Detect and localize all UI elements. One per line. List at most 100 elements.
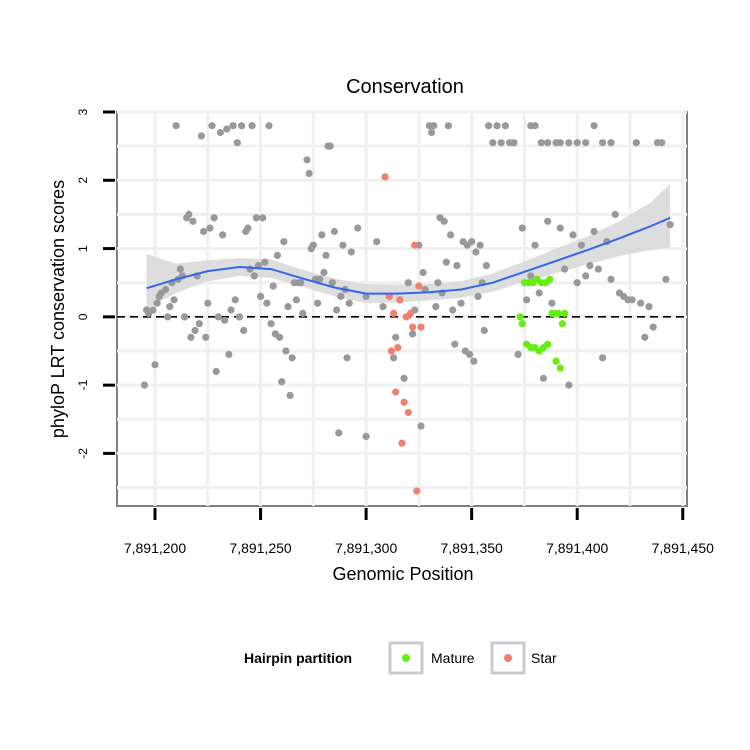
point-other — [292, 296, 300, 304]
point-other — [501, 122, 509, 130]
point-other — [330, 227, 338, 236]
point-other — [535, 289, 543, 297]
legend-label-mature: Mature — [431, 650, 475, 666]
point-other — [320, 268, 328, 277]
point-other — [662, 275, 670, 283]
point-other — [641, 333, 649, 341]
point-other — [379, 303, 387, 311]
point-other — [453, 262, 461, 270]
point-other — [417, 422, 425, 430]
point-other — [299, 309, 307, 317]
point-other — [328, 279, 336, 287]
point-other — [347, 248, 355, 256]
legend-key-star — [490, 641, 526, 675]
smooth-trend-line — [146, 216, 671, 295]
point-other — [286, 391, 294, 399]
point-other — [599, 354, 607, 362]
point-other — [326, 142, 334, 150]
point-other — [337, 292, 345, 300]
point-other — [573, 279, 581, 287]
point-other — [240, 326, 248, 335]
point-other — [523, 296, 531, 304]
point-other — [447, 231, 455, 239]
point-mature — [544, 340, 552, 348]
point-star — [409, 323, 417, 331]
point-other — [273, 251, 281, 259]
point-other — [176, 265, 184, 273]
point-other — [373, 238, 381, 246]
point-other — [282, 347, 290, 355]
point-other — [235, 313, 243, 321]
point-other — [548, 299, 556, 307]
point-other — [434, 279, 442, 287]
point-other — [390, 354, 398, 362]
point-other — [457, 299, 465, 307]
point-other — [195, 320, 203, 328]
point-other — [210, 214, 218, 222]
point-other — [485, 122, 493, 130]
point-other — [284, 303, 292, 311]
point-other — [539, 374, 548, 382]
point-other — [569, 231, 577, 239]
y-tick-label: -1 — [76, 379, 90, 390]
point-other — [531, 241, 539, 249]
y-tick-label: 1 — [76, 245, 90, 252]
point-star — [413, 487, 421, 495]
point-other — [233, 139, 241, 147]
point-other — [265, 122, 273, 130]
point-other — [263, 299, 271, 307]
point-other — [354, 224, 362, 232]
y-tick-label: 2 — [76, 177, 90, 184]
point-other — [322, 251, 330, 259]
y-axis-label: phyloP LRT conservation scores — [48, 180, 68, 438]
point-star — [396, 296, 404, 304]
point-other — [288, 354, 296, 362]
point-mature — [554, 309, 562, 317]
point-star — [381, 173, 389, 181]
point-other — [611, 210, 619, 218]
point-other — [221, 316, 229, 324]
point-other — [269, 282, 277, 290]
point-other — [577, 241, 586, 249]
point-other — [318, 231, 326, 239]
point-other — [474, 292, 482, 300]
point-star — [394, 344, 402, 352]
plot-panel — [116, 111, 688, 507]
point-other — [280, 238, 288, 246]
point-other — [470, 357, 478, 365]
point-other — [466, 350, 474, 358]
point-other — [191, 326, 199, 335]
point-star — [392, 388, 400, 396]
chart-title: Conservation — [346, 76, 464, 98]
point-other — [140, 381, 148, 389]
point-other — [666, 221, 674, 229]
point-other — [510, 139, 518, 147]
point-other — [573, 139, 581, 147]
point-other — [594, 265, 602, 273]
point-other — [514, 350, 522, 358]
point-star — [404, 408, 412, 417]
point-other — [202, 333, 210, 341]
x-axis: 7,891,200 7,891,250 7,891,300 7,891,350 7,89… — [124, 508, 714, 556]
point-other — [362, 432, 370, 440]
point-other — [252, 214, 260, 222]
point-other — [565, 381, 573, 389]
point-other — [476, 241, 484, 249]
point-other — [658, 139, 666, 147]
legend-title: Hairpin partition — [244, 650, 352, 666]
point-other — [297, 279, 305, 287]
point-other — [632, 139, 640, 147]
legend-label-star: Star — [531, 650, 557, 666]
point-other — [565, 139, 573, 147]
point-other — [197, 132, 205, 140]
point-other — [204, 299, 212, 307]
point-other — [225, 350, 233, 358]
point-other — [599, 139, 607, 147]
legend-marker-mature — [402, 654, 410, 662]
y-tick-label: -2 — [76, 448, 90, 459]
point-other — [267, 320, 275, 328]
point-other — [261, 258, 269, 266]
point-other — [189, 217, 197, 225]
legend: Hairpin partition Mature Star — [244, 641, 557, 675]
